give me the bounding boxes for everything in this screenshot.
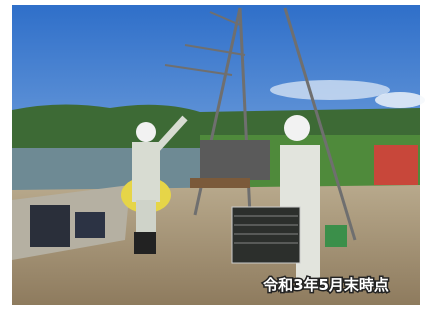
cloud — [270, 80, 390, 100]
rig-platform — [190, 178, 250, 188]
rig-machine — [200, 140, 270, 180]
drum — [75, 212, 105, 238]
blackboard — [232, 207, 300, 263]
caption: 令和3年5月末時点 — [263, 276, 389, 294]
bucket — [325, 225, 347, 247]
machine — [374, 145, 418, 185]
cloud — [375, 92, 425, 108]
scene — [12, 5, 425, 305]
drum — [30, 205, 70, 247]
photo: 令和3年5月末時点 — [0, 0, 428, 309]
river — [12, 148, 202, 190]
